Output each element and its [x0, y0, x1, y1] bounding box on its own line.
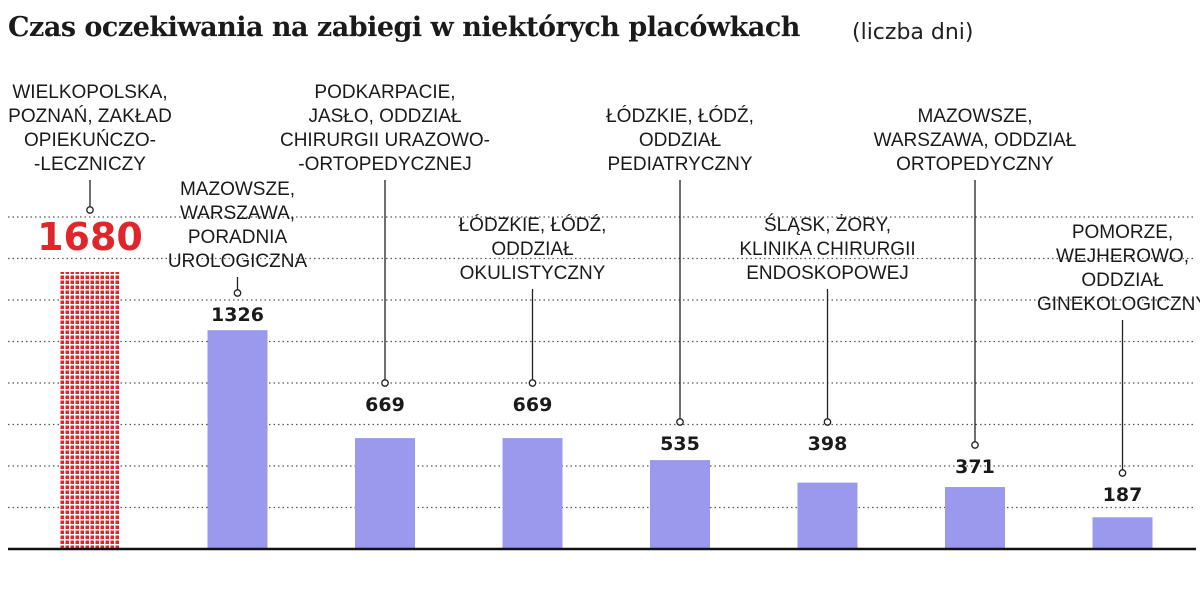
- value-label: 669: [513, 394, 553, 416]
- leader-dot: [86, 206, 94, 214]
- category-label: PODKARPACIE, JASŁO, ODDZIAŁ CHIRURGII URAZ…: [280, 82, 490, 175]
- category-label: ŚLĄSK, ŻORY, KLINIKA CHIRURGII ENDOSKOPOWE…: [739, 214, 915, 284]
- value-label: 535: [660, 433, 700, 455]
- bar: [207, 330, 268, 548]
- bar: [945, 487, 1005, 548]
- unit-label: (liczba dni): [852, 20, 974, 45]
- value-label: 187: [1103, 484, 1143, 506]
- category-label: ŁÓDZKIE, ŁÓDŹ, ODDZIAŁ PEDIATRYCZNY: [606, 105, 754, 175]
- chart-title: Czas oczekiwania na zabiegi w niektórych…: [8, 12, 800, 43]
- bar: [355, 438, 415, 548]
- category-label: ŁÓDZKIE, ŁÓDŹ, ODDZIAŁ OKULISTYCZNY: [459, 214, 607, 284]
- value-label: 669: [365, 394, 405, 416]
- bar: [1092, 517, 1153, 548]
- bar: [502, 438, 563, 548]
- leader-dot: [233, 289, 242, 297]
- bar: [650, 460, 710, 548]
- leader-dot: [1118, 469, 1127, 477]
- value-labels: 1680 1326 669 669 535 398 371 187: [37, 215, 1142, 506]
- bar: [60, 272, 120, 548]
- leader-dot: [971, 441, 979, 449]
- leader-dot: [676, 418, 684, 426]
- value-label: 398: [808, 433, 848, 455]
- bar: [797, 482, 858, 548]
- category-label: WIELKOPOLSKA, POZNAŃ, ZAKŁAD OPIEKUŃCZO--L…: [8, 82, 172, 175]
- leader-dot: [381, 379, 389, 387]
- leader-dot: [528, 379, 537, 387]
- value-label: 1680: [37, 215, 143, 259]
- leader-lines: [86, 180, 1127, 477]
- category-label: MAZOWSZE, WARSZAWA, PORADNIA UROLOGICZNA: [168, 179, 308, 272]
- leader-dot: [823, 418, 832, 426]
- category-label: POMORZE, WEJHEROWO, ODDZIAŁ GINEKOLOGICZNY: [1037, 222, 1200, 315]
- value-label: 1326: [211, 304, 264, 326]
- bars: [60, 272, 1153, 548]
- category-label: MAZOWSZE, WARSZAWA, ODDZIAŁ ORTOPEDYCZNY: [874, 106, 1077, 175]
- value-label: 371: [955, 456, 995, 478]
- category-labels: WIELKOPOLSKA, POZNAŃ, ZAKŁAD OPIEKUŃCZO--L…: [8, 82, 1200, 315]
